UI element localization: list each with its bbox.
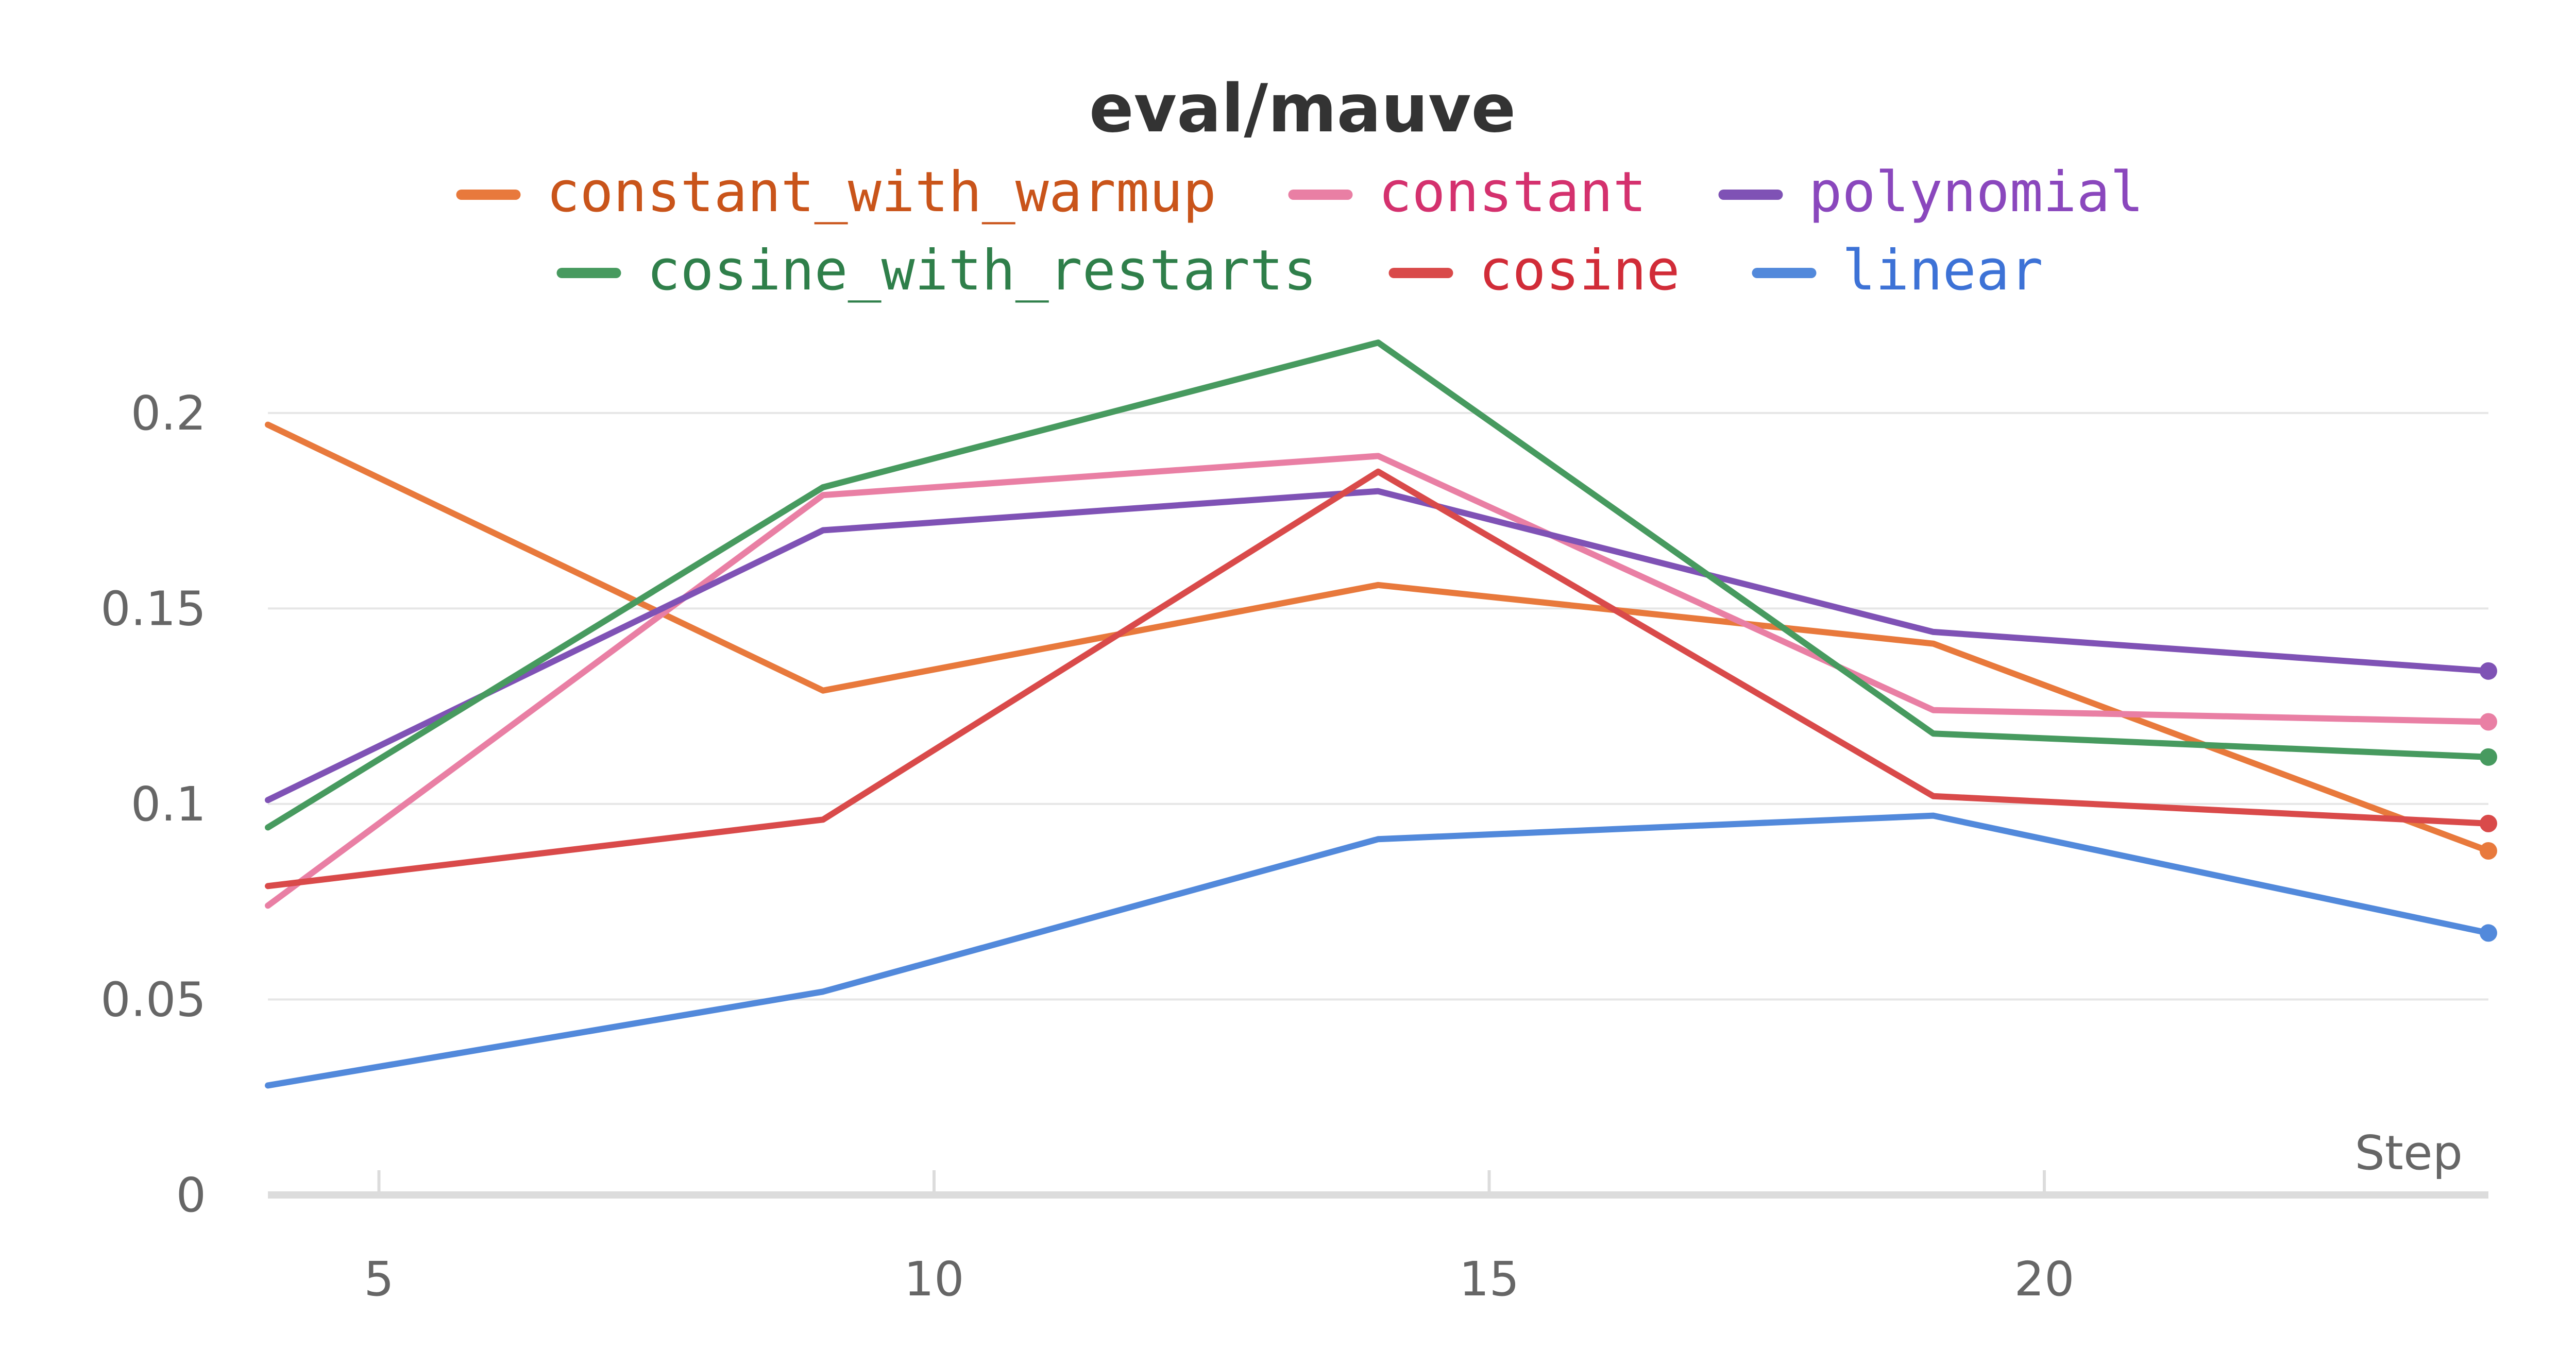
y-tick-label: 0.2 [131,386,206,441]
chart-title: eval/mauve [1089,71,1516,147]
series-lines [265,339,2492,1089]
x-axis-label: Step [2355,1125,2463,1181]
legend-label: polynomial [1809,160,2144,225]
series-line-cosine [265,468,2492,890]
legend-label: cosine_with_restarts [647,238,1317,303]
x-tick-label: 5 [364,1252,394,1307]
series-line-constant [265,453,2492,909]
series-line-cosine-with-restarts [265,339,2492,831]
y-tick-label: 0.15 [100,581,206,636]
x-tick-label: 10 [904,1252,964,1307]
series-endpoint-linear [2480,924,2497,942]
series-line-linear [265,812,2492,1089]
legend-item-constant[interactable]: constant [1288,160,1647,225]
legend-label: cosine [1479,238,1680,303]
series-endpoint-constant [2480,713,2497,731]
legend-item-cosine-with-restarts[interactable]: cosine_with_restarts [556,238,1317,303]
series-endpoint-constant-with-warmup [2480,842,2497,860]
x-tick-label: 15 [1459,1252,1519,1307]
y-tick-label: 0.1 [131,777,206,832]
series-endpoint-cosine [2480,814,2497,832]
legend-item-polynomial[interactable]: polynomial [1718,160,2144,225]
series-endpoint-polynomial [2480,662,2497,680]
y-tick-label: 0 [176,1168,206,1223]
legend-item-constant-with-warmup[interactable]: constant_with_warmup [456,160,1216,225]
gridlines [268,412,2488,1001]
legend-label: linear [1842,238,2043,303]
legend-label: constant_with_warmup [547,160,1216,225]
series-line-polynomial [265,488,2492,803]
y-axis: 0 0.05 0.1 0.15 0.2 [100,386,206,1223]
y-tick-label: 0.05 [100,972,206,1027]
legend-label: constant [1379,160,1647,225]
x-tick-label: 20 [2014,1252,2074,1307]
legend-item-linear[interactable]: linear [1752,238,2043,303]
series-endpoints [2480,662,2497,942]
legend-item-cosine[interactable]: cosine [1388,238,1680,303]
x-axis: 5 10 15 20 [268,1170,2488,1307]
series-endpoint-cosine-with-restarts [2480,748,2497,766]
legend: constant_with_warmup constant polynomial co… [456,160,2144,303]
